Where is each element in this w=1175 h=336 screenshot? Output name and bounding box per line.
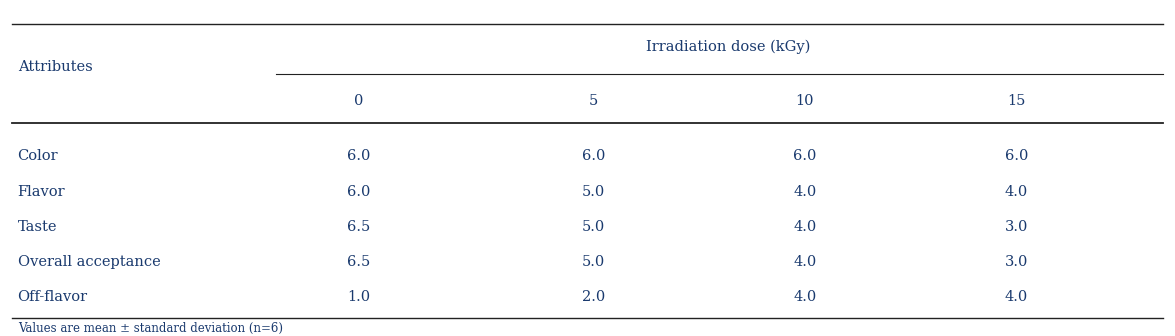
Text: 6.5: 6.5 bbox=[347, 255, 370, 269]
Text: Overall acceptance: Overall acceptance bbox=[18, 255, 160, 269]
Text: 6.0: 6.0 bbox=[1005, 149, 1028, 163]
Text: Values are mean ± standard deviation (n=6): Values are mean ± standard deviation (n=… bbox=[18, 322, 283, 335]
Text: Attributes: Attributes bbox=[18, 60, 93, 74]
Text: 5.0: 5.0 bbox=[582, 184, 605, 199]
Text: 6.5: 6.5 bbox=[347, 220, 370, 234]
Text: 4.0: 4.0 bbox=[1005, 184, 1028, 199]
Text: Off-flavor: Off-flavor bbox=[18, 290, 88, 304]
Text: 15: 15 bbox=[1007, 94, 1026, 108]
Text: 4.0: 4.0 bbox=[1005, 290, 1028, 304]
Text: 2.0: 2.0 bbox=[582, 290, 605, 304]
Text: Taste: Taste bbox=[18, 220, 58, 234]
Text: 4.0: 4.0 bbox=[793, 184, 817, 199]
Text: 6.0: 6.0 bbox=[582, 149, 605, 163]
Text: 3.0: 3.0 bbox=[1005, 255, 1028, 269]
Text: 6.0: 6.0 bbox=[347, 149, 370, 163]
Text: 5.0: 5.0 bbox=[582, 220, 605, 234]
Text: 1.0: 1.0 bbox=[347, 290, 370, 304]
Text: Flavor: Flavor bbox=[18, 184, 66, 199]
Text: 4.0: 4.0 bbox=[793, 290, 817, 304]
Text: 4.0: 4.0 bbox=[793, 255, 817, 269]
Text: Irradiation dose (kGy): Irradiation dose (kGy) bbox=[646, 40, 811, 54]
Text: 6.0: 6.0 bbox=[793, 149, 817, 163]
Text: Color: Color bbox=[18, 149, 59, 163]
Text: 5: 5 bbox=[589, 94, 598, 108]
Text: 5.0: 5.0 bbox=[582, 255, 605, 269]
Text: 4.0: 4.0 bbox=[793, 220, 817, 234]
Text: 6.0: 6.0 bbox=[347, 184, 370, 199]
Text: 3.0: 3.0 bbox=[1005, 220, 1028, 234]
Text: 10: 10 bbox=[795, 94, 814, 108]
Text: 0: 0 bbox=[354, 94, 363, 108]
